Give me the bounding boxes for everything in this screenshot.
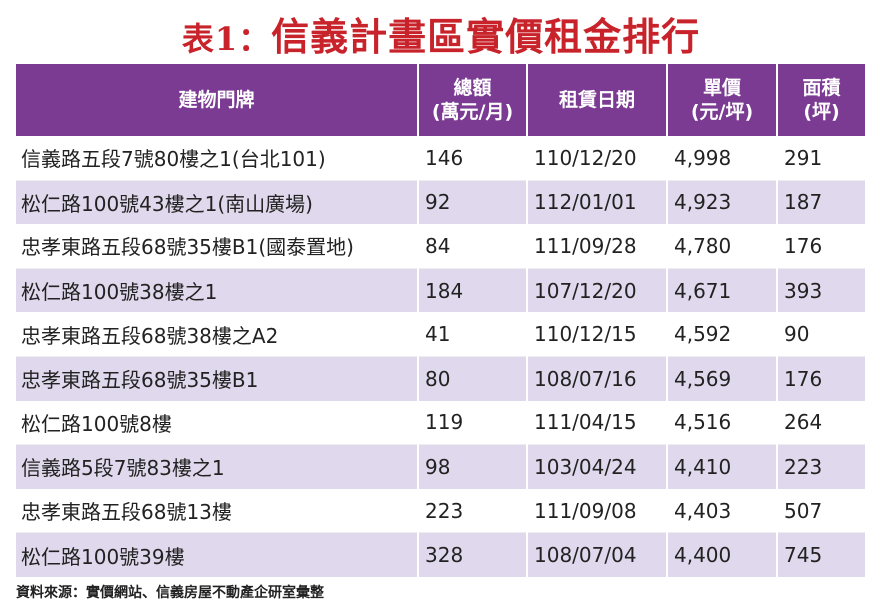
table-cell: 112/01/01: [526, 180, 667, 225]
table-cell: 4,671: [666, 268, 777, 313]
table-cell: 119: [417, 400, 527, 446]
table-cell: 90: [776, 312, 865, 357]
table-cell: 80: [417, 356, 527, 401]
table-cell: 146: [417, 136, 527, 181]
table-cell: 4,592: [666, 312, 777, 357]
table-cell: 41: [417, 312, 527, 357]
table-cell: 松仁路100號38樓之1: [16, 268, 418, 313]
table-cell: 信義路五段7號80樓之1(台北101): [16, 136, 418, 181]
table-cell: 98: [417, 444, 527, 489]
title-prefix: 表1：: [181, 20, 272, 58]
rent-ranking-table: 建物門牌 總額 (萬元/月) 租賃日期 單價 (元/坪) 面積 (坪) 信義路五段7號80樓之…: [16, 64, 865, 577]
table-row: 松仁路100號38樓之1 184 107/12/20 4,671 393: [16, 268, 865, 313]
title-main: 信義計畫區實價租金排行: [271, 14, 701, 59]
column-header-line: (元/坪): [690, 101, 754, 123]
table-row: 松仁路100號43樓之1(南山廣場) 92 112/01/01 4,923 187: [16, 180, 865, 225]
table-cell: 忠孝東路五段68號38樓之A2: [16, 312, 418, 357]
table-cell: 393: [776, 268, 865, 313]
table-cell: 4,403: [666, 488, 777, 534]
column-header: 單價 (元/坪): [666, 64, 777, 136]
table-cell: 103/04/24: [526, 444, 667, 489]
table-title: 表1：信義計畫區實價租金排行: [0, 6, 882, 61]
table-cell: 110/12/15: [526, 312, 667, 357]
table-cell: 忠孝東路五段68號35樓B1(國泰置地): [16, 224, 418, 269]
column-header-line: (坪): [803, 101, 840, 123]
table-cell: 264: [776, 400, 865, 446]
column-header-line: (萬元/月): [431, 101, 514, 123]
column-header: 建物門牌: [16, 64, 418, 136]
table-cell: 745: [776, 532, 865, 577]
table-cell: 111/04/15: [526, 400, 667, 446]
header-row: 建物門牌 總額 (萬元/月) 租賃日期 單價 (元/坪) 面積 (坪): [16, 64, 865, 136]
column-header: 面積 (坪): [776, 64, 865, 136]
table-cell: 111/09/28: [526, 224, 667, 269]
table-cell: 108/07/04: [526, 532, 667, 577]
table-cell: 4,780: [666, 224, 777, 269]
column-header-line: 總額: [453, 77, 492, 99]
source-note: 資料來源：實價網站、信義房屋不動產企研室彙整: [16, 585, 324, 601]
table-cell: 507: [776, 488, 865, 534]
table-cell: 108/07/16: [526, 356, 667, 401]
table-cell: 110/12/20: [526, 136, 667, 181]
table-cell: 松仁路100號39樓: [16, 532, 418, 577]
table-row: 信義路5段7號83樓之1 98 103/04/24 4,410 223: [16, 444, 865, 489]
column-header: 總額 (萬元/月): [417, 64, 527, 136]
table-cell: 忠孝東路五段68號35樓B1: [16, 356, 418, 401]
table-row: 忠孝東路五段68號35樓B1(國泰置地) 84 111/09/28 4,780 176: [16, 224, 865, 269]
column-header: 租賃日期: [526, 64, 667, 136]
table-row: 信義路五段7號80樓之1(台北101) 146 110/12/20 4,998 291: [16, 136, 865, 181]
table-row: 松仁路100號8樓 119 111/04/15 4,516 264: [16, 400, 865, 446]
table-row: 忠孝東路五段68號35樓B1 80 108/07/16 4,569 176: [16, 356, 865, 401]
table-cell: 184: [417, 268, 527, 313]
table-row: 忠孝東路五段68號13樓 223 111/09/08 4,403 507: [16, 488, 865, 534]
table-cell: 4,410: [666, 444, 777, 489]
table-cell: 4,923: [666, 180, 777, 225]
table-cell: 4,400: [666, 532, 777, 577]
table-cell: 信義路5段7號83樓之1: [16, 444, 418, 489]
table-row: 松仁路100號39樓 328 108/07/04 4,400 745: [16, 532, 865, 577]
table-cell: 176: [776, 224, 865, 269]
table-cell: 松仁路100號8樓: [16, 400, 418, 446]
table-cell: 松仁路100號43樓之1(南山廣場): [16, 180, 418, 225]
table-cell: 107/12/20: [526, 268, 667, 313]
table-cell: 4,998: [666, 136, 777, 181]
table-cell: 328: [417, 532, 527, 577]
table-cell: 111/09/08: [526, 488, 667, 534]
table-cell: 92: [417, 180, 527, 225]
table-cell: 291: [776, 136, 865, 181]
column-header-line: 單價: [702, 77, 741, 99]
table-cell: 忠孝東路五段68號13樓: [16, 488, 418, 534]
table-cell: 223: [417, 488, 527, 534]
column-header-line: 租賃日期: [558, 89, 635, 111]
column-header-line: 面積: [802, 77, 841, 99]
table-row: 忠孝東路五段68號38樓之A2 41 110/12/15 4,592 90: [16, 312, 865, 357]
table-cell: 223: [776, 444, 865, 489]
table-cell: 176: [776, 356, 865, 401]
table-cell: 4,569: [666, 356, 777, 401]
table-cell: 4,516: [666, 400, 777, 446]
column-header-line: 建物門牌: [178, 89, 255, 111]
table-cell: 84: [417, 224, 527, 269]
table-cell: 187: [776, 180, 865, 225]
